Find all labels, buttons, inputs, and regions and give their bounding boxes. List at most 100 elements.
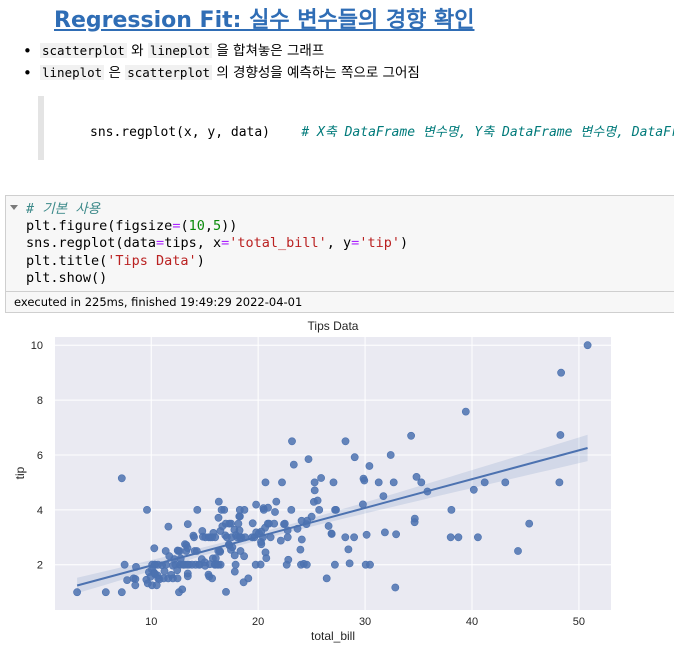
data-point [556,431,565,439]
inline-code: lineplot [40,65,105,80]
inline-code: scatterplot [125,65,213,80]
execution-info: executed in 225ms, finished 19:49:29 202… [6,291,674,311]
data-point [276,536,285,545]
bullet-text: 을 합쳐놓은 그래프 [212,43,325,59]
data-point [461,407,470,416]
code-text: sns.regplot(data [26,235,157,252]
markdown-title: Regression Fit: 실수 변수들의 경향 확인 [54,8,475,33]
code-operator: = [156,235,165,252]
data-point [234,519,243,528]
data-point [123,576,131,584]
data-point [262,554,271,562]
data-point [332,505,340,514]
inline-code: lineplot [147,43,213,58]
x-tick-label: 50 [573,616,585,628]
data-point [345,559,354,568]
data-point [261,478,270,487]
data-point [454,533,463,542]
data-point [101,588,110,597]
y-tick-label: 6 [37,450,43,462]
data-point [193,505,202,514]
data-point [117,588,126,597]
data-point [183,544,192,552]
data-point [583,341,592,350]
data-point [222,587,230,596]
code-text: )) [221,218,238,235]
data-point [235,512,244,521]
code-text: , y [326,235,352,252]
data-point [391,583,400,592]
data-point [264,503,272,512]
data-point [220,505,229,514]
data-point [366,560,374,569]
x-tick-label: 40 [466,616,478,628]
data-point [271,508,279,516]
code-string: 'tip' [359,235,400,252]
data-point [380,528,389,537]
code-cell-source[interactable]: # 기본 사용 plt.figure(figsize=(10,5)) sns.r… [26,201,408,287]
data-point [407,431,415,440]
inline-code: scatterplot [40,43,127,58]
data-point [392,530,400,539]
code-text: , [204,218,213,235]
data-point [514,547,522,555]
data-point [278,478,286,487]
data-point [525,519,534,528]
code-comment: # X축 DataFrame 변수명, Y축 DataFrame 변수명, Da… [301,125,674,140]
code-number: 10 [188,218,205,235]
data-point [557,368,565,377]
data-point [235,526,244,535]
code-text: ) [399,235,409,252]
regression-line-group [76,447,588,587]
y-tick-label: 10 [31,340,43,352]
data-point [120,560,129,569]
x-tick-label: 10 [145,616,157,628]
data-point [257,540,266,549]
data-point [214,497,223,506]
data-point [270,519,279,528]
data-point [183,520,192,528]
data-point [304,455,313,463]
code-text: plt.show() [26,269,108,286]
code-cell[interactable]: # 기본 사용 plt.figure(figsize=(10,5)) sns.r… [5,195,674,313]
data-point [330,560,339,569]
bullet-item: scatterplot 와 lineplot 을 합쳐놓은 그래프 [20,40,420,62]
data-point [341,437,350,446]
confidence-interval-band [77,434,588,594]
data-point [178,585,187,594]
data-point [73,588,81,597]
y-tick-label: 4 [37,505,43,517]
data-point [446,533,455,542]
data-point [327,530,336,538]
data-point [131,575,140,583]
data-point [324,522,333,530]
data-point [230,551,239,560]
code-example: sns.regplot(x, y, data) [90,125,271,140]
data-point [374,478,383,487]
data-point [302,560,311,569]
x-tick-label: 20 [252,616,264,628]
bullet-item: lineplot 은 scatterplot 의 경향성을 예측하는 쪽으로 그… [20,62,420,84]
data-point [322,574,331,583]
data-point [164,522,173,531]
data-point [379,492,388,500]
collapse-triangle-icon[interactable] [10,205,18,210]
code-operator: = [172,218,181,235]
data-point [310,486,319,495]
data-point [284,555,293,564]
data-point [365,462,374,470]
data-point [211,533,220,542]
data-point [350,453,359,462]
data-point [117,474,126,483]
code-text: ( [180,218,189,235]
data-point [315,505,324,514]
data-point [480,478,489,487]
data-point [410,514,419,523]
data-point [244,574,253,583]
data-point [447,505,456,514]
data-point [313,496,322,505]
data-point [310,478,319,487]
data-point [389,478,398,487]
data-point [190,533,198,542]
code-string: 'Tips Data' [107,252,197,269]
